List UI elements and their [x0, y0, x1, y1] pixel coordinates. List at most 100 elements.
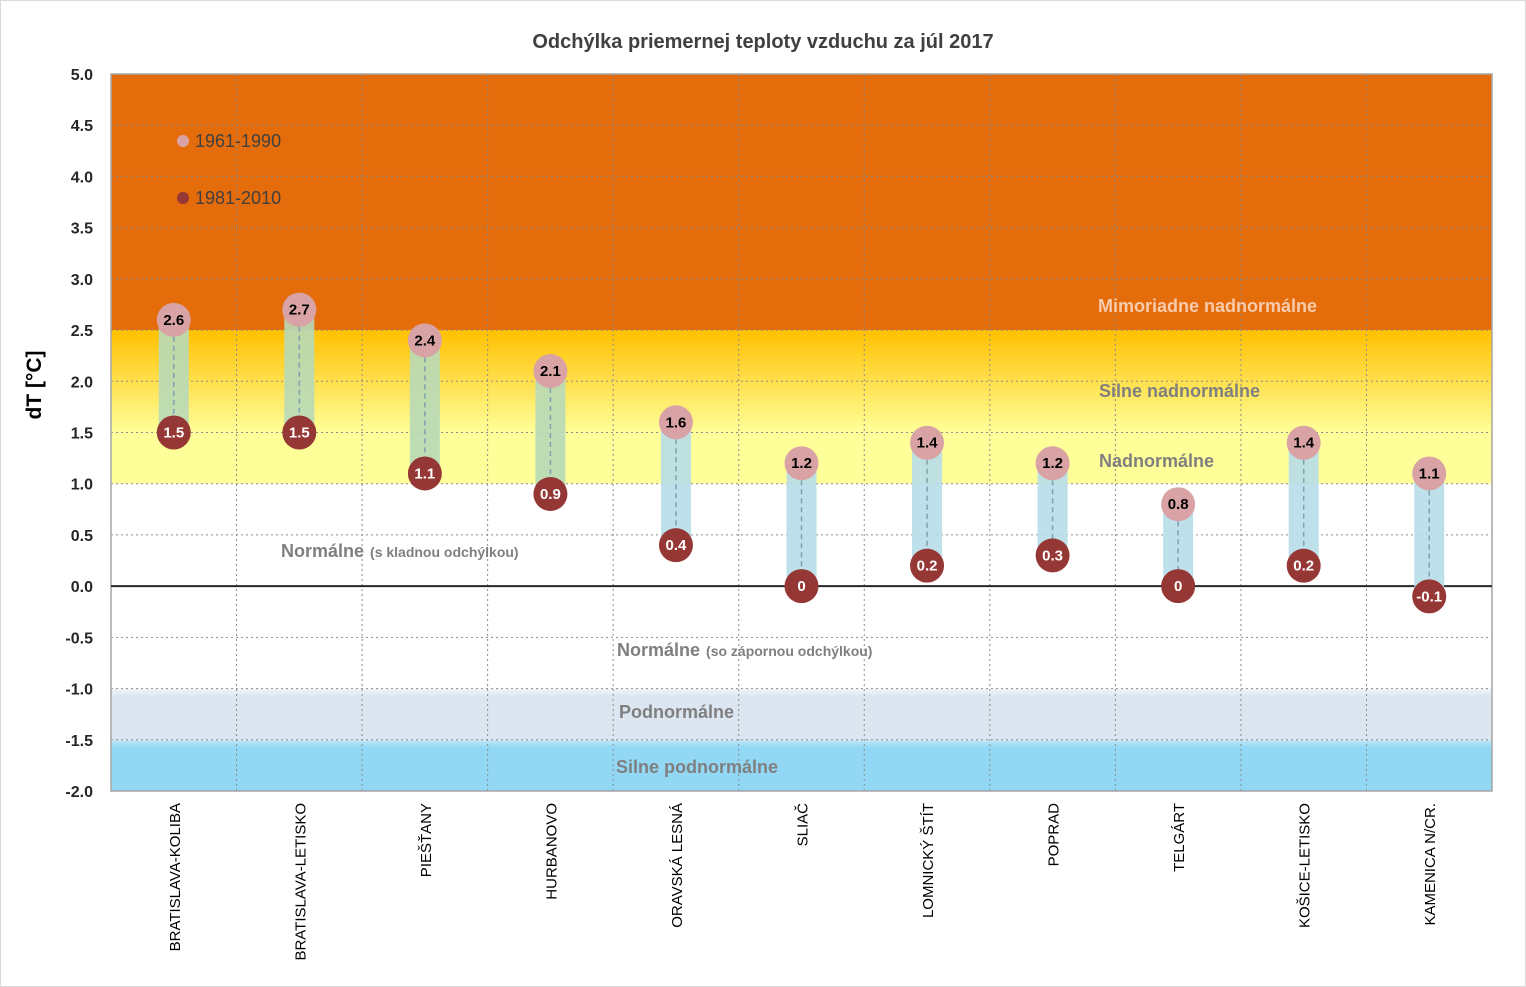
points-layer: 2.6 1.5 2.7 1.5 2.4 1.1 2.1 0.9 1.6 0.4 1.2 0 1.4 0.2…	[156, 292, 1447, 614]
point-label-1961-1990: 1.2	[791, 455, 812, 472]
zone-label: Nadnormálne	[1099, 451, 1214, 471]
point-1981-2010	[1286, 548, 1321, 583]
point-label-1961-1990: 0.8	[1168, 496, 1189, 513]
x-tick-label: BRATISLAVA-LETISKO	[292, 803, 309, 961]
x-tick-label: PIEŠŤANY	[418, 803, 435, 877]
point-1981-2010	[658, 528, 693, 563]
point-label-1961-1990: 1.2	[1042, 455, 1063, 472]
x-tick-label: BRATISLAVA-KOLIBA	[167, 803, 184, 951]
y-tick-label: -2.0	[65, 784, 93, 801]
point-label-1961-1990: 1.4	[1293, 435, 1315, 452]
zone-label-main: Silne nadnormálne	[1099, 381, 1260, 401]
y-tick-label: -1.5	[65, 733, 93, 750]
y-tick-label: 3.5	[71, 221, 93, 238]
point-1961-1990	[156, 302, 191, 337]
point-1981-2010	[533, 476, 568, 511]
point-label-1981-2010: 1.5	[289, 425, 310, 442]
point-1961-1990	[910, 425, 945, 460]
x-tick-label: POPRAD	[1046, 803, 1063, 867]
point-label-1961-1990: 2.1	[540, 363, 561, 380]
point-label-1961-1990: 2.7	[289, 302, 310, 319]
point-label-1961-1990: 1.4	[917, 435, 939, 452]
point-1961-1990	[784, 446, 819, 481]
chart-title: Odchýlka priemernej teploty vzduchu za j…	[532, 31, 993, 53]
zone-label-main: Podnormálne	[619, 702, 734, 722]
point-1961-1990	[1286, 425, 1321, 460]
zone-label: Mimoriadne nadnormálne	[1098, 296, 1317, 316]
x-tick-label: LOMNICKÝ ŠTÍT	[920, 803, 937, 918]
zone-label-main: Mimoriadne nadnormálne	[1098, 296, 1317, 316]
x-tick-label: ORAVSKÁ LESNÁ	[669, 803, 686, 928]
x-tick-label: KAMENICA N/CR.	[1422, 803, 1439, 926]
y-tick-label: 2.5	[71, 323, 93, 340]
y-tick-label: -1.0	[65, 682, 93, 699]
legend-marker	[177, 135, 189, 147]
point-1981-2010	[156, 415, 191, 450]
legend-label: 1961-1990	[195, 131, 281, 151]
y-tick-label: 0.0	[71, 579, 93, 596]
zone-label-note: (s kladnou odchýlkou)	[370, 544, 519, 560]
point-label-1981-2010: 0.2	[1293, 558, 1314, 575]
point-label-1961-1990: 1.1	[1419, 465, 1440, 482]
point-label-1981-2010: -0.1	[1416, 588, 1442, 605]
plot-border	[110, 73, 1493, 792]
point-label-1981-2010: 0	[1174, 578, 1182, 595]
text-layer: 5.0 4.5 4.0 3.5 3.0 2.5 2.0 1.5 1.0 0.5 0.0 -0.5 -1.…	[65, 67, 1439, 961]
y-tick-label: 0.5	[71, 528, 93, 545]
zone-label-main: Normálne	[281, 541, 364, 561]
point-1961-1990	[1161, 487, 1196, 522]
point-1981-2010	[784, 569, 819, 604]
zone-label-main: Normálne	[617, 640, 700, 660]
point-label-1981-2010: 0	[797, 578, 805, 595]
y-tick-label: -0.5	[65, 630, 93, 647]
point-label-1981-2010: 0.4	[666, 537, 688, 554]
x-tick-label: SLIAČ	[795, 803, 812, 847]
point-1961-1990	[658, 405, 693, 440]
y-tick-label: 4.0	[71, 169, 93, 186]
zone-label-main: Silne podnormálne	[616, 757, 778, 777]
point-1981-2010	[282, 415, 317, 450]
x-tick-label: HURBANOVO	[543, 803, 560, 900]
y-tick-label: 5.0	[71, 67, 93, 84]
point-label-1981-2010: 0.9	[540, 486, 561, 503]
zone-band	[111, 739, 1492, 791]
point-1961-1990	[533, 354, 568, 389]
point-label-1961-1990: 2.4	[414, 332, 436, 349]
point-label-1961-1990: 1.6	[666, 414, 687, 431]
y-axis-label: dT [°C]	[23, 350, 46, 419]
point-1981-2010	[407, 456, 442, 491]
point-1981-2010	[1412, 579, 1447, 614]
point-label-1981-2010: 1.5	[163, 425, 184, 442]
legend-label: 1981-2010	[195, 188, 281, 208]
zone-band	[111, 688, 1492, 740]
point-label-1981-2010: 1.1	[414, 465, 435, 482]
zone-label: Silne podnormálne	[616, 757, 778, 777]
zone-label: Normálne (s kladnou odchýlkou)	[281, 541, 519, 561]
zone-band	[111, 74, 1492, 331]
point-1981-2010	[1161, 569, 1196, 604]
point-1981-2010	[1035, 538, 1070, 573]
legend-marker	[177, 192, 189, 204]
y-tick-label: 4.5	[71, 118, 93, 135]
point-1961-1990	[282, 292, 317, 327]
point-1961-1990	[1035, 446, 1070, 481]
point-1981-2010	[910, 548, 945, 583]
zone-label: Normálne (so zápornou odchýlkou)	[617, 640, 872, 660]
y-tick-label: 1.5	[71, 426, 93, 443]
point-label-1981-2010: 0.3	[1042, 547, 1063, 564]
zone-label: Silne nadnormálne	[1099, 381, 1260, 401]
y-tick-label: 1.0	[71, 477, 93, 494]
bars-layer	[158, 309, 1445, 597]
zone-label-note: (so zápornou odchýlkou)	[706, 643, 872, 659]
x-tick-label: TELGÁRT	[1171, 803, 1188, 872]
y-tick-label: 3.0	[71, 272, 93, 289]
zone-label: Podnormálne	[619, 702, 734, 722]
point-label-1981-2010: 0.2	[917, 558, 938, 575]
point-1961-1990	[1412, 456, 1447, 491]
zone-label-main: Nadnormálne	[1099, 451, 1214, 471]
point-1961-1990	[407, 323, 442, 358]
y-tick-label: 2.0	[71, 374, 93, 391]
x-tick-label: KOŠICE-LETISKO	[1297, 803, 1314, 928]
